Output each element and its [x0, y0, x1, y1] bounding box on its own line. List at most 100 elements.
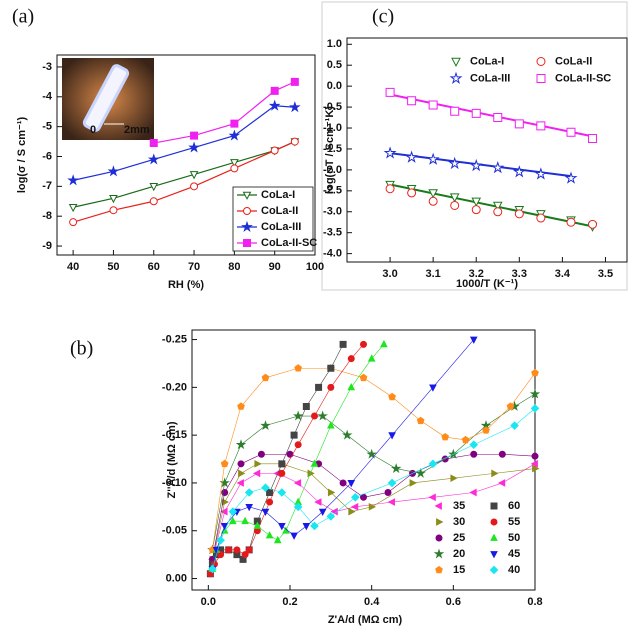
legend-label: CoLa-II-SC — [555, 72, 611, 84]
panel-label: (c) — [372, 6, 394, 28]
series-line — [212, 344, 385, 570]
marker — [360, 340, 367, 348]
marker — [450, 200, 460, 210]
y-axis-label: log(σT / Scm⁻¹K) — [324, 106, 336, 194]
marker — [388, 392, 396, 401]
marker — [147, 153, 160, 165]
x-tick-label: 90 — [269, 261, 281, 273]
marker — [536, 74, 546, 83]
marker — [270, 146, 279, 155]
marker — [341, 429, 353, 440]
marker — [278, 460, 286, 468]
series-line — [212, 463, 536, 560]
marker — [368, 503, 377, 511]
marker — [359, 373, 368, 382]
marker — [497, 479, 506, 487]
marker — [241, 220, 253, 232]
marker — [290, 137, 299, 146]
marker — [278, 523, 286, 531]
marker — [68, 203, 78, 213]
x-tick-label: 70 — [188, 261, 200, 273]
marker — [435, 534, 443, 542]
marker — [512, 165, 526, 178]
series-line — [212, 453, 536, 560]
marker — [266, 498, 274, 506]
marker — [534, 167, 548, 180]
y-tick-label: -8 — [42, 210, 52, 222]
legend-label: CoLa-II-SC — [261, 237, 317, 249]
marker — [566, 217, 576, 227]
marker — [471, 108, 481, 118]
y-tick-label: -0.5 — [323, 101, 342, 113]
marker — [315, 383, 323, 391]
marker — [109, 194, 118, 204]
marker — [450, 474, 458, 482]
legend-label: 30 — [453, 516, 465, 528]
marker — [532, 464, 540, 473]
marker — [405, 150, 419, 163]
marker — [230, 159, 239, 168]
marker — [449, 193, 460, 203]
marker — [261, 373, 270, 382]
marker — [490, 518, 498, 526]
x-axis-label: 1000/T (K⁻¹) — [456, 278, 518, 290]
marker — [288, 101, 301, 113]
marker — [347, 382, 356, 391]
fit-line — [389, 93, 593, 138]
marker — [302, 523, 311, 531]
series-line — [212, 367, 536, 550]
marker — [245, 503, 253, 512]
legend-label: 50 — [508, 532, 520, 544]
marker — [228, 507, 238, 516]
marker — [278, 469, 286, 477]
marker — [350, 503, 359, 511]
marker — [490, 533, 498, 541]
y-tick-label: -0.25 — [162, 333, 187, 345]
marker — [302, 402, 310, 410]
marker — [448, 156, 462, 170]
marker — [491, 469, 499, 478]
marker — [348, 507, 356, 516]
y-tick-label: -0.05 — [162, 525, 187, 537]
legend-label: CoLa-I — [470, 55, 504, 67]
marker — [491, 160, 505, 174]
y-tick-label: -0.15 — [162, 429, 187, 441]
marker — [314, 498, 322, 506]
marker — [190, 131, 199, 140]
legend-label: CoLa-III — [261, 221, 301, 233]
marker — [290, 532, 298, 540]
marker — [261, 508, 270, 516]
marker — [387, 478, 397, 488]
marker — [448, 448, 459, 459]
marker — [243, 239, 251, 247]
marker — [310, 459, 319, 467]
marker — [245, 546, 253, 554]
marker — [235, 439, 247, 450]
marker — [290, 431, 298, 439]
y-tick-label: 0.5 — [327, 59, 342, 71]
marker — [367, 354, 376, 362]
marker — [253, 521, 262, 529]
marker — [347, 355, 355, 363]
marker — [490, 551, 498, 559]
plot-frame — [346, 37, 628, 263]
x-tick-label: 80 — [228, 261, 240, 273]
legend-label: CoLa-II — [261, 205, 298, 217]
panel-label: (a) — [12, 6, 34, 28]
x-axis-label: RH (%) — [168, 279, 204, 291]
marker — [233, 546, 241, 554]
marker — [339, 340, 347, 348]
marker — [490, 502, 498, 510]
marker — [383, 146, 397, 159]
marker — [347, 480, 356, 488]
panel-label: (b) — [70, 338, 93, 360]
marker — [217, 551, 225, 559]
marker — [257, 450, 265, 458]
y-axis-label: log(σ / S cm⁻¹) — [16, 117, 28, 194]
marker — [436, 518, 444, 526]
legend-label: 55 — [508, 516, 520, 528]
marker — [107, 165, 120, 177]
marker — [435, 565, 443, 574]
marker — [428, 196, 438, 206]
